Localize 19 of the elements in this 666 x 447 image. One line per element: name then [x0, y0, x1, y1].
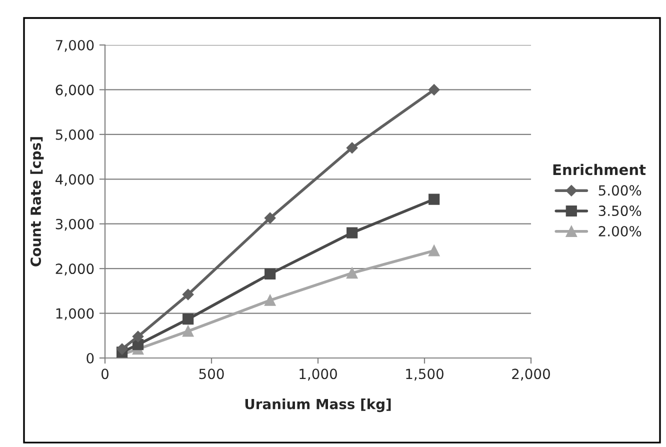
x-tick-label: 0: [101, 368, 108, 380]
legend-label: 5.00%: [598, 185, 642, 196]
x-tick-label: 1,500: [406, 368, 444, 381]
y-tick-label: 3,000: [56, 218, 94, 231]
y-tick-label: 2,000: [56, 264, 94, 276]
y-axis-title: Count Rate [cps]: [30, 137, 44, 266]
y-tick-label: 6,000: [56, 84, 94, 97]
legend-label: 2.00%: [598, 226, 642, 236]
x-tick-label: 2,000: [512, 368, 550, 381]
y-tick-label: 7,000: [56, 40, 94, 52]
y-tick-label: 1,000: [56, 308, 94, 320]
x-tick-label: 1,000: [300, 368, 337, 381]
y-tick-label: 5,000: [56, 129, 94, 142]
x-axis-title: Uranium Mass [kg]: [245, 398, 391, 412]
y-tick-label: 4,000: [56, 174, 94, 186]
y-tick-label: 0: [86, 352, 94, 364]
legend-label: 3.50%: [598, 206, 642, 216]
x-tick-label: 500: [199, 368, 224, 380]
legend-title: Enrichment: [553, 164, 646, 176]
